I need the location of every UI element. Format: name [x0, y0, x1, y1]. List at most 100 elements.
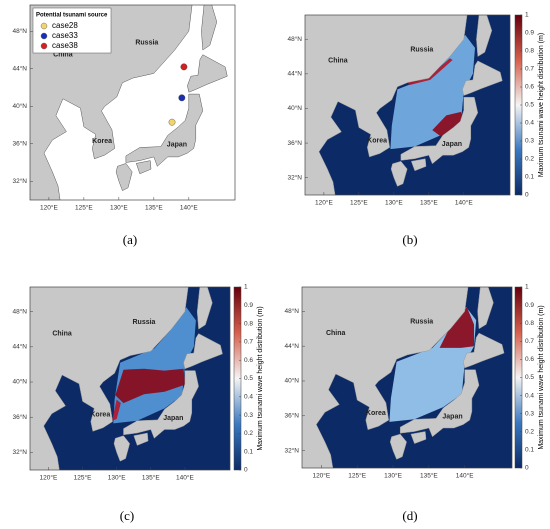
- place-label: Russia: [133, 319, 156, 326]
- colorbar-tick-label: 0.1: [244, 448, 253, 455]
- colorbar-tick-label: 0.7: [244, 339, 253, 346]
- place-label: Japan: [442, 141, 462, 148]
- colorbar-tick-label: 0.6: [244, 357, 253, 364]
- land: [196, 287, 213, 330]
- map-frame: [29, 286, 231, 471]
- legend-title: Potential tsunami source: [36, 13, 108, 19]
- place-label: Japan: [167, 142, 187, 149]
- colorbar-tick-label: 1: [525, 284, 529, 291]
- lon-tick-label: 120°E: [312, 472, 330, 480]
- panel-caption: (c): [120, 508, 134, 523]
- source-marker: [180, 63, 188, 71]
- map-body: [302, 287, 512, 468]
- land: [125, 93, 204, 167]
- land: [305, 15, 468, 195]
- lat-tick-label: 32°N: [12, 177, 27, 185]
- map-body: [305, 15, 510, 195]
- colorbar-tick-label: 0.4: [525, 392, 534, 399]
- panel-caption: (a): [123, 232, 137, 247]
- place-label: Russia: [410, 46, 433, 53]
- lon-tick-label: 125°E: [348, 472, 366, 480]
- place-label: Korea: [366, 410, 386, 417]
- land: [410, 158, 427, 172]
- lon-tick-label: 130°E: [108, 474, 126, 482]
- colorbar-tick-label: 0.7: [525, 338, 534, 345]
- colorbar-tick-label: 0.2: [525, 429, 534, 436]
- colorbar-tick-label: 1: [244, 284, 248, 291]
- lon-tick-label: 130°E: [384, 472, 402, 480]
- colorbar-title: Maximum tsunami wave height distribution…: [538, 33, 545, 177]
- land: [135, 160, 152, 175]
- map-frame: [304, 14, 511, 196]
- place-label: Japan: [163, 415, 183, 422]
- lon-tick-label: 130°E: [385, 199, 403, 207]
- colorbar-tick-label: 0.3: [525, 138, 534, 145]
- colorbar-tick-label: 0.9: [525, 30, 534, 37]
- colorbar-tick-label: 0.9: [525, 302, 534, 309]
- legend-label: case33: [52, 31, 78, 40]
- map-panel: 48°N 44°N 40°N 36°N 32°N 120°E 125°E 130°E 135°E…: [284, 284, 544, 523]
- lat-tick-label: 44°N: [12, 343, 27, 351]
- colorbar-title: Maximum tsunami wave height distribution…: [538, 305, 545, 449]
- colorbar-title: Maximum tsunami wave height distribution…: [257, 306, 264, 450]
- lat-tick-label: 44°N: [284, 342, 299, 350]
- lat-tick-label: 44°N: [12, 64, 27, 72]
- legend-label: case28: [52, 21, 78, 30]
- place-label: China: [53, 52, 73, 59]
- lon-tick-label: 140°E: [456, 472, 474, 480]
- lon-tick-label: 130°E: [110, 204, 128, 212]
- colorbar-tick-label: 0.1: [525, 447, 534, 454]
- lon-tick-label: 125°E: [74, 474, 92, 482]
- panel-caption: (d): [402, 508, 417, 523]
- map-body: [30, 287, 230, 470]
- land: [410, 431, 427, 444]
- land: [187, 54, 228, 93]
- land: [476, 15, 493, 57]
- land: [463, 332, 505, 369]
- colorbar-tick-label: 0.1: [525, 174, 534, 181]
- colorbar-tick-label: 0.9: [244, 302, 253, 309]
- legend-marker: [40, 42, 48, 50]
- land: [113, 435, 130, 462]
- lon-tick-label: 120°E: [40, 474, 58, 482]
- land: [399, 369, 480, 438]
- lon-tick-label: 135°E: [142, 474, 160, 482]
- source-marker: [168, 118, 176, 126]
- land: [302, 287, 469, 468]
- place-label: Korea: [92, 138, 112, 145]
- high-wave-area: [407, 58, 453, 86]
- lat-tick-label: 36°N: [12, 413, 27, 421]
- map-frame: [29, 4, 236, 201]
- high-wave-area: [115, 368, 185, 404]
- lon-tick-label: 135°E: [145, 204, 163, 212]
- colorbar-tick-label: 0.5: [525, 102, 534, 109]
- colorbar-tick-label: 0.4: [525, 120, 534, 127]
- colorbar-tick-label: 0.8: [525, 320, 534, 327]
- high-wave-area: [432, 111, 464, 138]
- colorbar-tick-label: 0: [525, 192, 529, 199]
- colorbar-tick-label: 0.8: [244, 320, 253, 327]
- lat-tick-label: 44°N: [287, 70, 302, 78]
- place-label: Korea: [90, 411, 110, 418]
- map-panel: 48°N 44°N 40°N 36°N 32°N 120°E 125°E 130°E 135°E…: [287, 12, 544, 247]
- colorbar-tick-label: 0.4: [244, 394, 253, 401]
- lon-tick-label: 125°E: [75, 204, 93, 212]
- land: [123, 370, 199, 439]
- map-body: [30, 5, 235, 200]
- land: [390, 161, 408, 187]
- map-panel: 48°N 44°N 40°N 36°N 32°N 120°E 125°E 130°E 135°E…: [12, 284, 263, 523]
- land: [201, 5, 218, 51]
- legend-marker: [40, 22, 48, 30]
- lat-tick-label: 36°N: [287, 139, 302, 147]
- land: [389, 433, 407, 460]
- lon-tick-label: 140°E: [176, 474, 194, 482]
- place-label: China: [326, 330, 346, 337]
- lat-tick-label: 48°N: [12, 27, 27, 35]
- land: [400, 96, 479, 165]
- panel-caption: (b): [402, 232, 417, 247]
- lon-tick-label: 120°E: [315, 199, 333, 207]
- lat-tick-label: 40°N: [287, 104, 302, 112]
- land: [462, 60, 503, 96]
- lat-tick-label: 40°N: [12, 102, 27, 110]
